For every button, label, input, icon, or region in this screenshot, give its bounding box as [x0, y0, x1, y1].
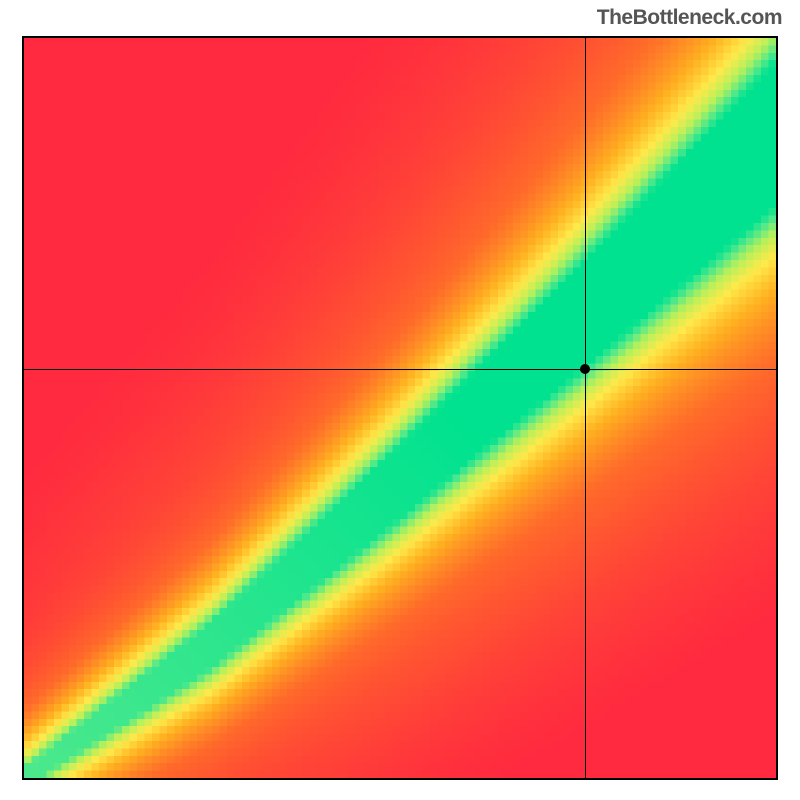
crosshair-horizontal — [24, 369, 776, 370]
crosshair-marker — [580, 364, 590, 374]
watermark-text: TheBottleneck.com — [597, 6, 782, 30]
crosshair-vertical — [585, 38, 586, 778]
heatmap-plot-frame — [22, 36, 778, 780]
heatmap-canvas — [24, 38, 776, 778]
